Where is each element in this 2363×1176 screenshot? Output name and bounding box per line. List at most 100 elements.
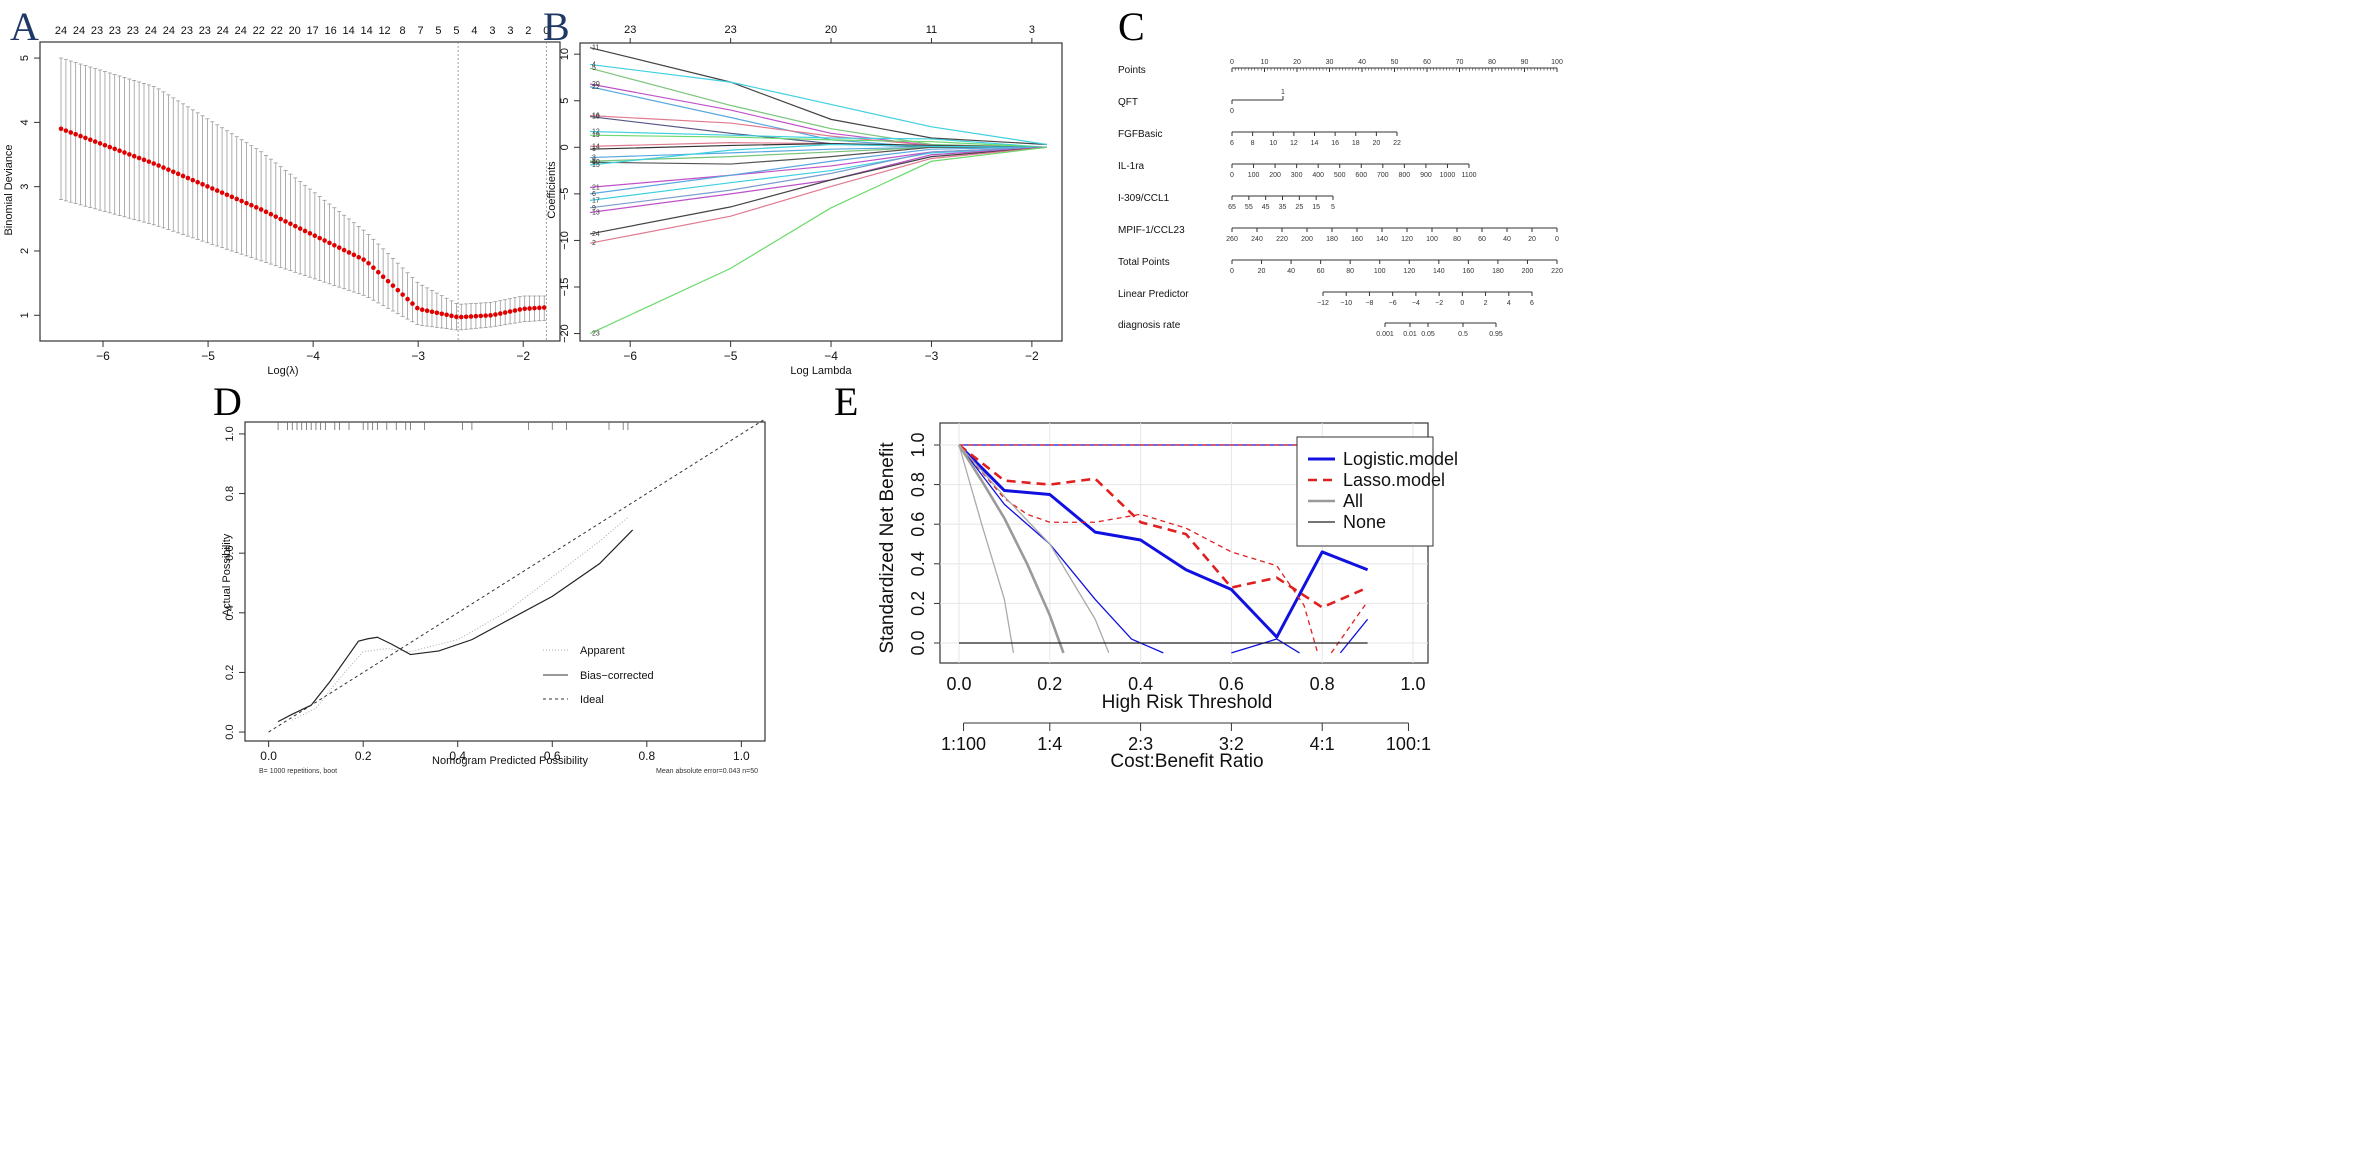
variable-label: 18 bbox=[592, 114, 600, 121]
variable-label: 6 bbox=[592, 191, 596, 198]
panel-label-c: C bbox=[1118, 4, 1145, 49]
x-tick-label: 0.4 bbox=[1128, 674, 1153, 694]
curve-lasso-model bbox=[958, 443, 1369, 609]
panel-e: E 0.0 0.2 0.4 0.6 0.8 1.0 0.00.20.40.60.81.0 … bbox=[834, 379, 1458, 772]
top-count-label: 22 bbox=[271, 25, 283, 37]
nomogram-tick-label: 25 bbox=[1295, 204, 1303, 211]
variable-label: 21 bbox=[592, 184, 600, 191]
panel-b-coefficient-paths bbox=[589, 47, 1048, 335]
deviance-point bbox=[263, 209, 269, 215]
panel-d-calibration-lines bbox=[268, 418, 766, 733]
deviance-point bbox=[366, 260, 371, 266]
deviance-point bbox=[234, 196, 240, 202]
deviance-point bbox=[258, 207, 264, 212]
cost-benefit-label: 100:1 bbox=[1386, 734, 1431, 754]
nomogram-tick-label: 55 bbox=[1245, 204, 1253, 211]
y-tick-label: 2 bbox=[19, 248, 31, 254]
legend-label: Ideal bbox=[580, 694, 604, 706]
nomogram-tick-label: 1000 bbox=[1440, 172, 1456, 179]
deviance-point bbox=[541, 305, 547, 310]
coef-path-9 bbox=[589, 146, 1047, 209]
legend-label: Logistic.model bbox=[1343, 449, 1458, 469]
deviance-point bbox=[278, 216, 283, 222]
nomogram-tick-label: 15 bbox=[1312, 204, 1320, 211]
nomogram-tick-label: 20 bbox=[1258, 268, 1266, 275]
cost-benefit-label: 1:100 bbox=[941, 734, 986, 754]
nomogram-tick-label: 80 bbox=[1346, 268, 1354, 275]
nomogram-tick-label: 40 bbox=[1503, 236, 1511, 243]
nomogram-tick-label: 60 bbox=[1478, 236, 1486, 243]
x-tick-label: −4 bbox=[824, 349, 838, 363]
y-tick-label: −5 bbox=[559, 188, 571, 201]
y-tick-label: 1 bbox=[19, 312, 31, 318]
panel-d-footnote-right: Mean absolute error=0.043 n=50 bbox=[656, 768, 758, 775]
deviance-point bbox=[249, 202, 254, 208]
x-tick-label: −2 bbox=[1025, 349, 1039, 363]
deviance-point bbox=[341, 247, 347, 253]
top-count-label: 0 bbox=[543, 25, 549, 37]
top-count-label: 24 bbox=[73, 25, 85, 37]
deviance-point bbox=[219, 190, 225, 195]
top-count-label: 22 bbox=[253, 25, 265, 37]
y-tick-label: 0 bbox=[559, 144, 571, 150]
variable-label: 8 bbox=[592, 158, 596, 165]
nomogram-tick-label: 0 bbox=[1230, 268, 1234, 275]
y-tick-label: 0.4 bbox=[908, 551, 928, 576]
x-tick-label: 0.0 bbox=[946, 674, 971, 694]
nomogram-tick-label: 6 bbox=[1230, 140, 1234, 147]
coef-path-4 bbox=[589, 63, 1048, 146]
cost-benefit-label: 4:1 bbox=[1310, 734, 1335, 754]
panel-d: D 0.0 0.2 0.4 0.6 0.8 1.0 0.00.20.40.60.81.0 … bbox=[213, 379, 766, 775]
nomogram-tick-label: 400 bbox=[1312, 172, 1324, 179]
x-tick-label: 0.2 bbox=[355, 749, 372, 763]
panel-a-ylabel: Binomial Deviance bbox=[3, 144, 15, 235]
nomogram-tick-label: 0.95 bbox=[1489, 331, 1503, 338]
curve-lasso-ci-lower2 bbox=[1330, 601, 1369, 654]
deviance-point bbox=[146, 159, 152, 164]
nomogram-tick-label: 180 bbox=[1492, 268, 1504, 275]
legend-label: Lasso.model bbox=[1343, 470, 1445, 490]
nomogram-tick-label: 10 bbox=[1269, 140, 1277, 147]
panel-d-ylabel: Actual Possibility bbox=[221, 533, 233, 616]
deviance-point bbox=[112, 146, 118, 152]
variable-label: 14 bbox=[592, 143, 600, 150]
top-count-label: 2 bbox=[525, 25, 531, 37]
variable-label: 24 bbox=[592, 231, 600, 238]
nomogram-tick-label: 12 bbox=[1290, 140, 1298, 147]
y-tick-label: 0.0 bbox=[908, 630, 928, 655]
x-tick-label: 0.0 bbox=[260, 749, 277, 763]
variable-label: 16 bbox=[592, 113, 600, 120]
top-count-label: 23 bbox=[725, 24, 737, 36]
deviance-point bbox=[488, 313, 493, 318]
panel-d-footnote-left: B= 1000 repetitions, boot bbox=[259, 768, 337, 775]
deviance-point bbox=[244, 200, 249, 206]
variable-label: 12 bbox=[592, 128, 600, 135]
deviance-point bbox=[395, 287, 401, 293]
nomogram-tick-label: −4 bbox=[1412, 300, 1420, 307]
variable-label: 23 bbox=[592, 331, 600, 338]
nomogram-row-label: I-309/CCL1 bbox=[1118, 193, 1170, 204]
deviance-point bbox=[117, 148, 122, 154]
deviance-point bbox=[283, 219, 288, 224]
deviance-point bbox=[166, 167, 171, 172]
nomogram-tick-label: 180 bbox=[1326, 236, 1338, 243]
nomogram-tick-label: 10 bbox=[1261, 59, 1269, 66]
nomogram-tick-label: 4 bbox=[1507, 300, 1511, 307]
nomogram-tick-label: 200 bbox=[1269, 172, 1281, 179]
x-tick-label: −2 bbox=[516, 349, 530, 363]
deviance-point bbox=[136, 155, 142, 161]
panel-b-y-ticks: −20 −15 −10 −5 0 5 10 bbox=[559, 48, 580, 343]
deviance-point bbox=[210, 186, 215, 191]
nomogram-tick-label: 800 bbox=[1399, 172, 1411, 179]
panel-d-rug bbox=[277, 422, 629, 430]
y-tick-label: 10 bbox=[559, 48, 571, 60]
nomogram-tick-label: 20 bbox=[1528, 236, 1536, 243]
y-tick-label: 4 bbox=[19, 119, 31, 125]
deviance-point bbox=[410, 301, 415, 306]
y-tick-label: 0.8 bbox=[908, 472, 928, 497]
